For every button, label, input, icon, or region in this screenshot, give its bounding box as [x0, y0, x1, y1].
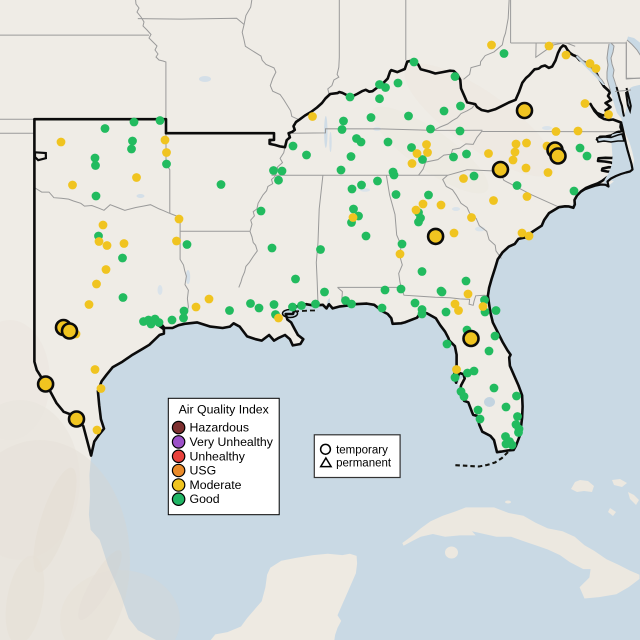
svg-text:Very Unhealthy: Very Unhealthy [190, 435, 274, 449]
svg-text:Moderate: Moderate [190, 478, 242, 492]
svg-text:Hazardous: Hazardous [190, 421, 249, 435]
svg-text:Good: Good [190, 492, 220, 506]
svg-text:Unhealthy: Unhealthy [190, 449, 246, 463]
svg-text:Air Quality Index: Air Quality Index [179, 403, 270, 417]
svg-text:USG: USG [190, 464, 217, 478]
svg-text:temporary: temporary [336, 444, 388, 456]
svg-text:permanent: permanent [336, 458, 392, 470]
